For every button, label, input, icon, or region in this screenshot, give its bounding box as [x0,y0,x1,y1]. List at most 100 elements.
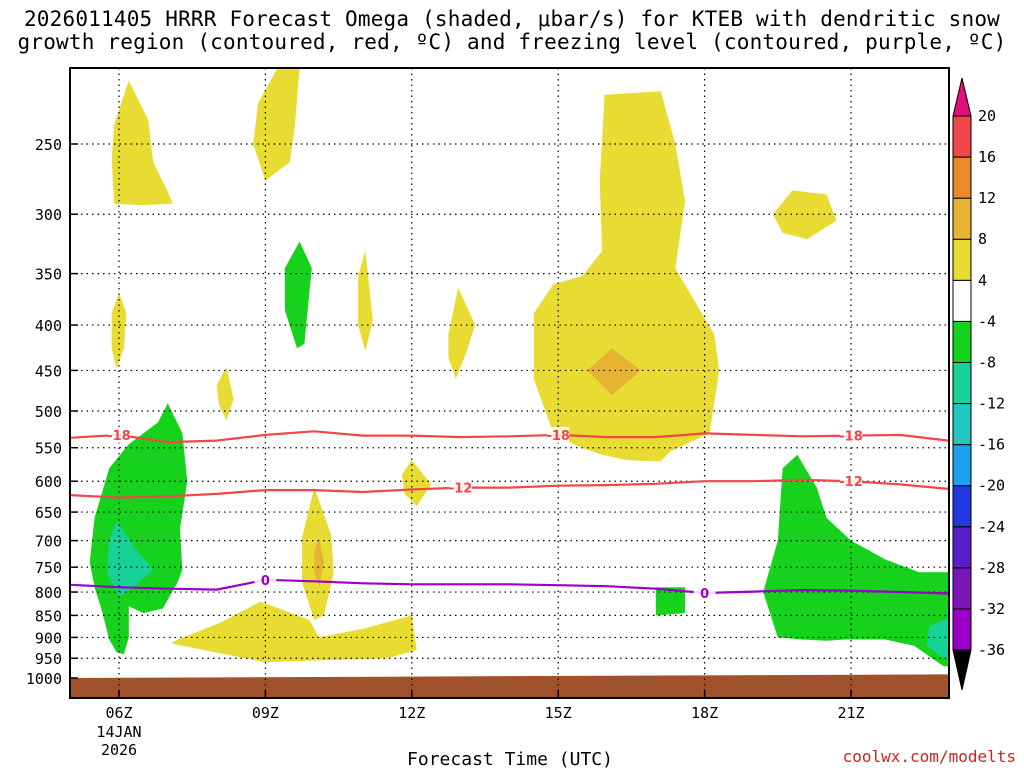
colorbar-swatch-3 [952,485,972,528]
omega-region-12 [772,190,837,240]
colorbar-label-9: 4 [978,271,987,289]
y-tick-label-250: 250 [35,136,62,154]
x-tick-label-12Z: 12Z [398,704,425,722]
omega-region-3 [216,367,234,421]
omega-region-15 [89,403,188,655]
omega-region-20 [926,617,949,660]
colorbar-label-7: -8 [978,353,996,371]
contour-label-bg-2-1 [693,585,716,602]
colorbar-swatch-7 [952,320,972,363]
y-tick-label-300: 300 [35,206,62,224]
colorbar: -36 -32 -28 -24 -20 -16 -12 -8 -4 4 8 12 16 20 [952,77,1005,691]
omega-region-6 [402,460,432,507]
x-tick-label-21Z: 21Z [837,704,864,722]
colorbar-label-5: -16 [978,436,1005,454]
colorbar-label-3: -24 [978,518,1005,536]
y-tick-label-750: 750 [35,559,62,577]
y-tick-label-800: 800 [35,584,62,602]
x-tick-sublabel-0: 14JAN [96,723,141,741]
contour-label-bg-1-0 [449,479,472,496]
ground-band [70,674,949,698]
y-tick-label-550: 550 [35,440,62,458]
colorbar-label-12: 16 [978,148,996,166]
y-tick-label-500: 500 [35,403,62,421]
contour-label-0-0: -18 [107,429,131,444]
grid-lines [70,68,949,698]
contour-label-2-0: 0 [261,574,270,589]
colorbar-swatch-4 [952,444,972,487]
credit-text: coolwx.com/modelts [843,747,1016,766]
omega-region-16 [106,520,154,597]
contour-label-bg-0-1 [547,426,570,443]
chart-title-line-1: 2026011405 HRRR Forecast Omega (shaded, … [23,7,1001,31]
colorbar-label-8: -4 [978,312,996,330]
y-tick-label-650: 650 [35,504,62,522]
temperature-contours: -18 -18 -18 -12 -12 0 0 [70,426,949,602]
contour-label-0-2: -18 [839,430,863,445]
colorbar-label-6: -12 [978,395,1005,413]
colorbar-swatch-1 [952,567,972,610]
y-tick-label-700: 700 [35,533,62,551]
omega-region-4 [358,250,373,352]
contour-line-2 [70,578,949,595]
colorbar-swatch-5 [952,403,972,446]
y-tick-label-350: 350 [35,266,62,284]
colorbar-swatch-8 [952,279,972,322]
colorbar-label-4: -20 [978,477,1005,495]
x-tick-label-06Z: 06Z [105,704,132,722]
omega-region-14 [284,241,312,349]
y-tick-label-900: 900 [35,629,62,647]
x-tick-label-15Z: 15Z [545,704,572,722]
y-axis: 250 300 350 400 450 500 550 600 650 700 750 800 850 9… [26,136,78,688]
x-axis-title: Forecast Time (UTC) [407,749,613,768]
x-tick-label-09Z: 09Z [252,704,279,722]
chart-title: 2026011405 HRRR Forecast Omega (shaded, … [0,8,1024,54]
omega-region-1 [253,68,300,181]
colorbar-label-10: 8 [978,230,987,248]
colorbar-swatch-12 [952,115,972,158]
colorbar-label-1: -32 [978,600,1005,618]
colorbar-swatch-11 [952,156,972,199]
contour-label-bg-0-0 [108,426,130,443]
ground-layer [70,674,949,698]
contour-label-1-1: -12 [839,475,863,490]
colorbar-swatch-2 [952,526,972,569]
colorbar-extend-low [952,649,972,691]
y-tick-label-1000: 1000 [26,670,62,688]
omega-region-10 [587,348,642,396]
colorbar-extend-high [952,77,972,117]
omega-region-11 [314,537,324,588]
omega-region-8 [172,601,417,663]
omega-region-18 [763,454,949,667]
colorbar-label-11: 12 [978,189,996,207]
colorbar-label-13: 20 [978,107,996,125]
y-tick-label-400: 400 [35,317,62,335]
y-tick-label-450: 450 [35,362,62,380]
colorbar-swatch-0 [952,608,972,651]
omega-region-2 [111,292,127,369]
y-tick-label-600: 600 [35,473,62,491]
colorbar-label-0: -36 [978,641,1005,659]
omega-region-5 [448,287,476,379]
colorbar-swatch-6 [952,361,972,405]
omega-region-17 [655,587,686,616]
contour-label-1-0: -12 [449,482,473,497]
contour-label-2-1: 0 [700,587,709,602]
contour-line-1 [70,478,949,499]
x-tick-label-18Z: 18Z [691,704,718,722]
colorbar-label-2: -28 [978,559,1005,577]
contour-line-0 [70,430,949,444]
y-tick-label-850: 850 [35,607,62,625]
omega-shaded-regions [89,68,949,667]
x-tick-sublabel-1: 2026 [101,741,137,759]
chart-title-line-2: growth region (contoured, red, ºC) and f… [17,30,1007,54]
colorbar-swatch-10 [952,197,972,240]
y-tick-label-950: 950 [35,650,62,668]
omega-region-0 [111,80,173,206]
contour-label-0-1: -18 [546,429,570,444]
contour-label-bg-2-0 [254,571,277,588]
contour-label-bg-0-2 [840,427,862,444]
colorbar-swatch-9 [952,238,972,281]
